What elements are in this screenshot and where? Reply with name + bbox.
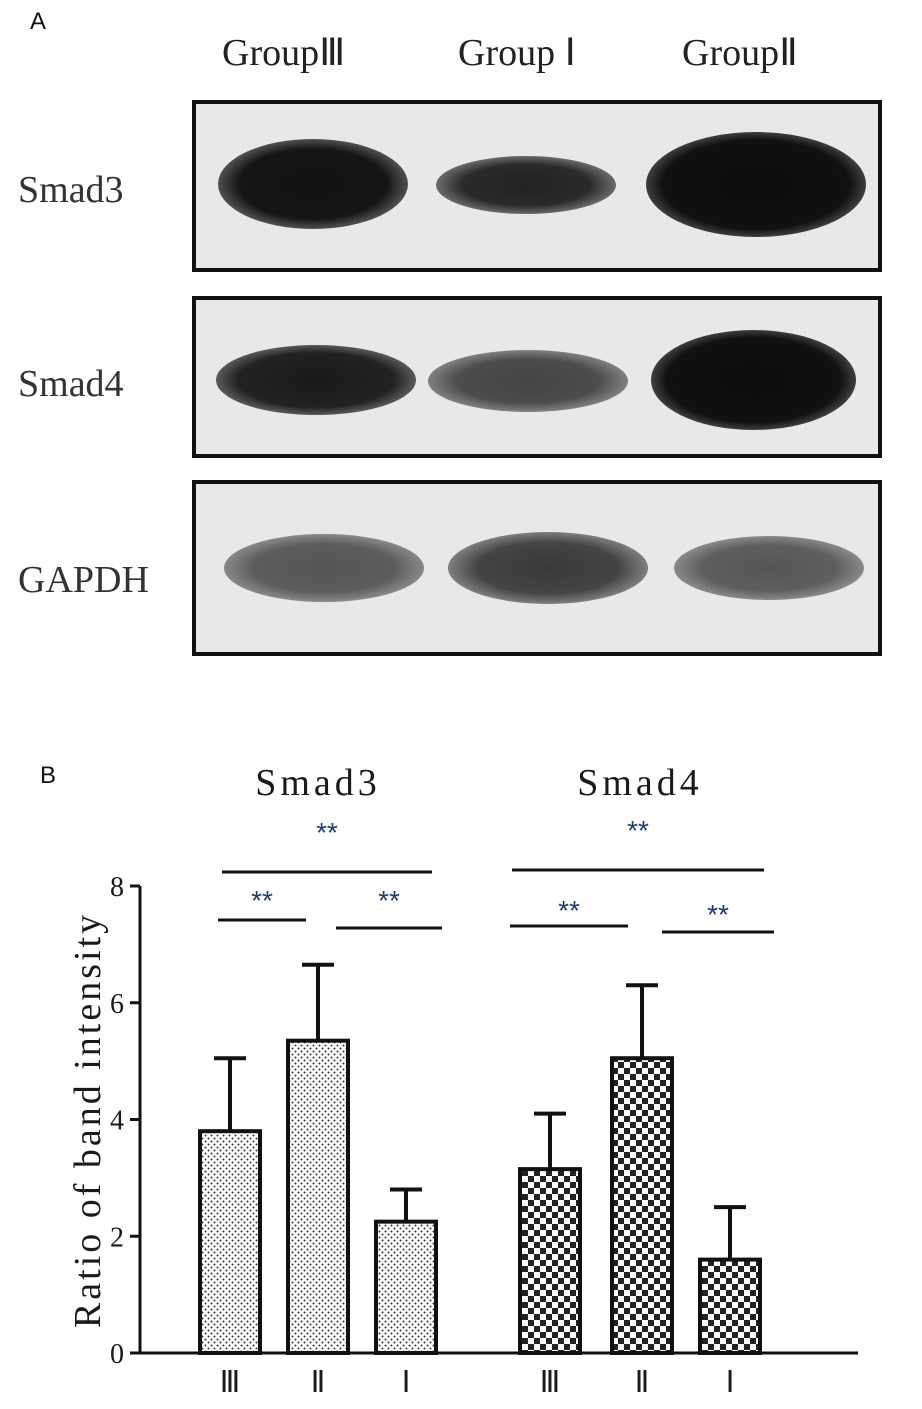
x-tick-label: Ⅰ bbox=[726, 1366, 735, 1399]
x-tick-label: Ⅲ bbox=[220, 1366, 241, 1399]
panel-a-letter: A bbox=[30, 8, 47, 35]
y-tick-label: 0 bbox=[110, 1339, 124, 1370]
significance-label: ** bbox=[707, 899, 729, 930]
bar-smad3-1 bbox=[286, 1038, 350, 1355]
lane-header-group-2: GroupⅡ bbox=[682, 32, 798, 74]
gapdh-band-group-3 bbox=[224, 534, 424, 602]
smad4-band-group-1 bbox=[428, 350, 628, 412]
significance-label: ** bbox=[627, 815, 649, 846]
y-tick-label: 2 bbox=[110, 1222, 124, 1253]
group-title-smad4: Smad4 bbox=[577, 762, 703, 804]
y-tick-label: 8 bbox=[110, 872, 124, 903]
x-tick-label: Ⅰ bbox=[402, 1366, 411, 1399]
bar-smad4-1 bbox=[610, 1056, 674, 1356]
bar-smad3-0 bbox=[198, 1129, 262, 1356]
bar-smad4-0 bbox=[518, 1167, 582, 1356]
significance-label: ** bbox=[378, 885, 400, 916]
gapdh-blot bbox=[192, 480, 882, 656]
row-label-smad4: Smad4 bbox=[18, 363, 124, 405]
x-tick-label: Ⅲ bbox=[540, 1366, 561, 1399]
y-tick-label: 4 bbox=[110, 1106, 124, 1137]
smad3-blot bbox=[192, 100, 882, 272]
row-label-gapdh: GAPDH bbox=[18, 559, 149, 601]
significance-label: ** bbox=[251, 885, 273, 916]
smad4-blot bbox=[192, 296, 882, 458]
smad4-band-group-3 bbox=[216, 345, 416, 415]
significance-label: ** bbox=[558, 895, 580, 926]
smad4-band-group-2 bbox=[651, 330, 856, 430]
smad3-band-group-2 bbox=[646, 132, 866, 237]
smad3-band-group-1 bbox=[436, 156, 616, 214]
x-tick-label: Ⅱ bbox=[635, 1366, 650, 1399]
gapdh-band-group-1 bbox=[448, 532, 648, 604]
lane-header-group-1: Group Ⅰ bbox=[458, 32, 576, 74]
panel-b-letter: B bbox=[40, 762, 57, 789]
smad3-band-group-3 bbox=[218, 139, 408, 229]
y-tick-label: 6 bbox=[110, 989, 124, 1020]
group-title-smad3: Smad3 bbox=[255, 762, 381, 804]
bar-smad3-2 bbox=[374, 1219, 438, 1355]
y-axis-label: Ratio of band intensity bbox=[67, 912, 109, 1328]
gapdh-band-group-2 bbox=[674, 536, 864, 600]
x-tick-label: Ⅱ bbox=[311, 1366, 326, 1399]
bar-smad4-2 bbox=[698, 1257, 762, 1355]
lane-header-group-3: GroupⅢ bbox=[222, 32, 346, 74]
significance-label: ** bbox=[316, 817, 338, 848]
row-label-smad3: Smad3 bbox=[18, 169, 124, 211]
